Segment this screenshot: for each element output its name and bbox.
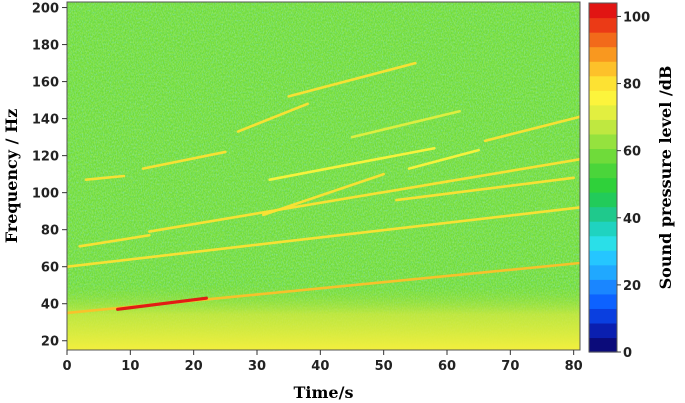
- colorbar-segment: [589, 32, 617, 48]
- colorbar-segment: [589, 250, 617, 266]
- colorbar-tick-label: 60: [623, 145, 641, 160]
- colorbar-segment: [589, 293, 617, 309]
- spectrogram-plot-area: [67, 2, 580, 350]
- y-tick-label: 40: [41, 298, 59, 313]
- colorbar-segment: [589, 61, 617, 77]
- x-tick-label: 80: [565, 359, 583, 374]
- y-tick-label: 100: [32, 187, 59, 202]
- low-frequency-energy-band: [67, 285, 580, 350]
- y-axis: 20 40 60 80 100 120 140 160 180 200: [32, 2, 67, 350]
- x-tick-label: 70: [501, 359, 519, 374]
- x-tick-label: 50: [375, 359, 393, 374]
- colorbar-segment: [589, 322, 617, 339]
- harmonic-line: [350, 109, 461, 139]
- colorbar-tick-label: 0: [623, 346, 632, 361]
- colorbar-segment: [589, 17, 617, 33]
- harmonic-line: [116, 296, 208, 311]
- colorbar-segment: [589, 162, 617, 179]
- colorbar-segment: [589, 279, 617, 295]
- colorbar-title: Sound pressure level /dB: [656, 66, 675, 290]
- y-tick-label: 160: [32, 76, 59, 91]
- colorbar-segment: [589, 104, 617, 120]
- x-tick-label: 10: [121, 359, 139, 374]
- harmonic-line: [445, 158, 580, 183]
- x-axis: 0 10 20 30 40 50 60 70 80: [62, 350, 583, 374]
- colorbar-segment: [589, 206, 617, 222]
- harmonic-line: [67, 206, 580, 269]
- x-tick-label: 0: [62, 359, 71, 374]
- y-tick-label: 20: [41, 335, 59, 350]
- y-tick-label: 200: [32, 2, 59, 17]
- harmonic-line: [483, 115, 580, 143]
- colorbar-segment: [589, 133, 617, 150]
- colorbar-segment: [589, 192, 617, 208]
- colorbar-frame: [588, 2, 618, 353]
- colorbar-segment: [589, 119, 617, 135]
- colorbar-segment: [589, 90, 617, 106]
- harmonic-line: [287, 61, 417, 98]
- colorbar: [588, 2, 618, 353]
- colorbar-segment: [589, 46, 617, 62]
- harmonic-line: [395, 176, 575, 202]
- colorbar-segment: [589, 75, 617, 91]
- y-axis-title: Frequency / Hz: [2, 109, 21, 244]
- colorbar-segment: [589, 3, 617, 19]
- harmonic-line: [268, 146, 436, 182]
- x-tick-label: 40: [311, 359, 329, 374]
- y-tick-label: 180: [32, 39, 59, 54]
- colorbar-segment: [589, 221, 617, 237]
- y-tick-label: 140: [32, 113, 59, 128]
- colorbar-segment: [589, 235, 617, 251]
- colorbar-segment: [589, 148, 617, 164]
- harmonic-line: [84, 174, 126, 182]
- colorbar-tick-label: 100: [623, 10, 650, 25]
- harmonic-line: [236, 102, 309, 133]
- colorbar-axis: 0 20 40 60 80 100: [617, 10, 650, 361]
- y-tick-label: 60: [41, 261, 59, 276]
- x-tick-label: 30: [248, 359, 266, 374]
- harmonic-line: [148, 180, 449, 233]
- colorbar-segment: [589, 337, 617, 353]
- harmonic-line: [141, 150, 227, 170]
- colorbar-segment: [589, 264, 617, 280]
- harmonic-line: [407, 148, 480, 170]
- colorbar-segment: [589, 308, 617, 324]
- y-tick-label: 80: [41, 224, 59, 239]
- y-tick-label: 120: [32, 150, 59, 165]
- x-tick-label: 20: [185, 359, 203, 374]
- plot-frame: [66, 1, 581, 351]
- x-tick-label: 60: [438, 359, 456, 374]
- harmonic-line: [262, 172, 385, 217]
- colorbar-tick-label: 20: [623, 279, 641, 294]
- harmonic-line: [78, 233, 151, 248]
- colorbar-tick-label: 40: [623, 212, 641, 227]
- colorbar-tick-label: 80: [623, 78, 641, 93]
- x-axis-title: Time/s: [294, 383, 354, 402]
- harmonic-lines: [67, 61, 580, 315]
- colorbar-segment: [589, 177, 617, 193]
